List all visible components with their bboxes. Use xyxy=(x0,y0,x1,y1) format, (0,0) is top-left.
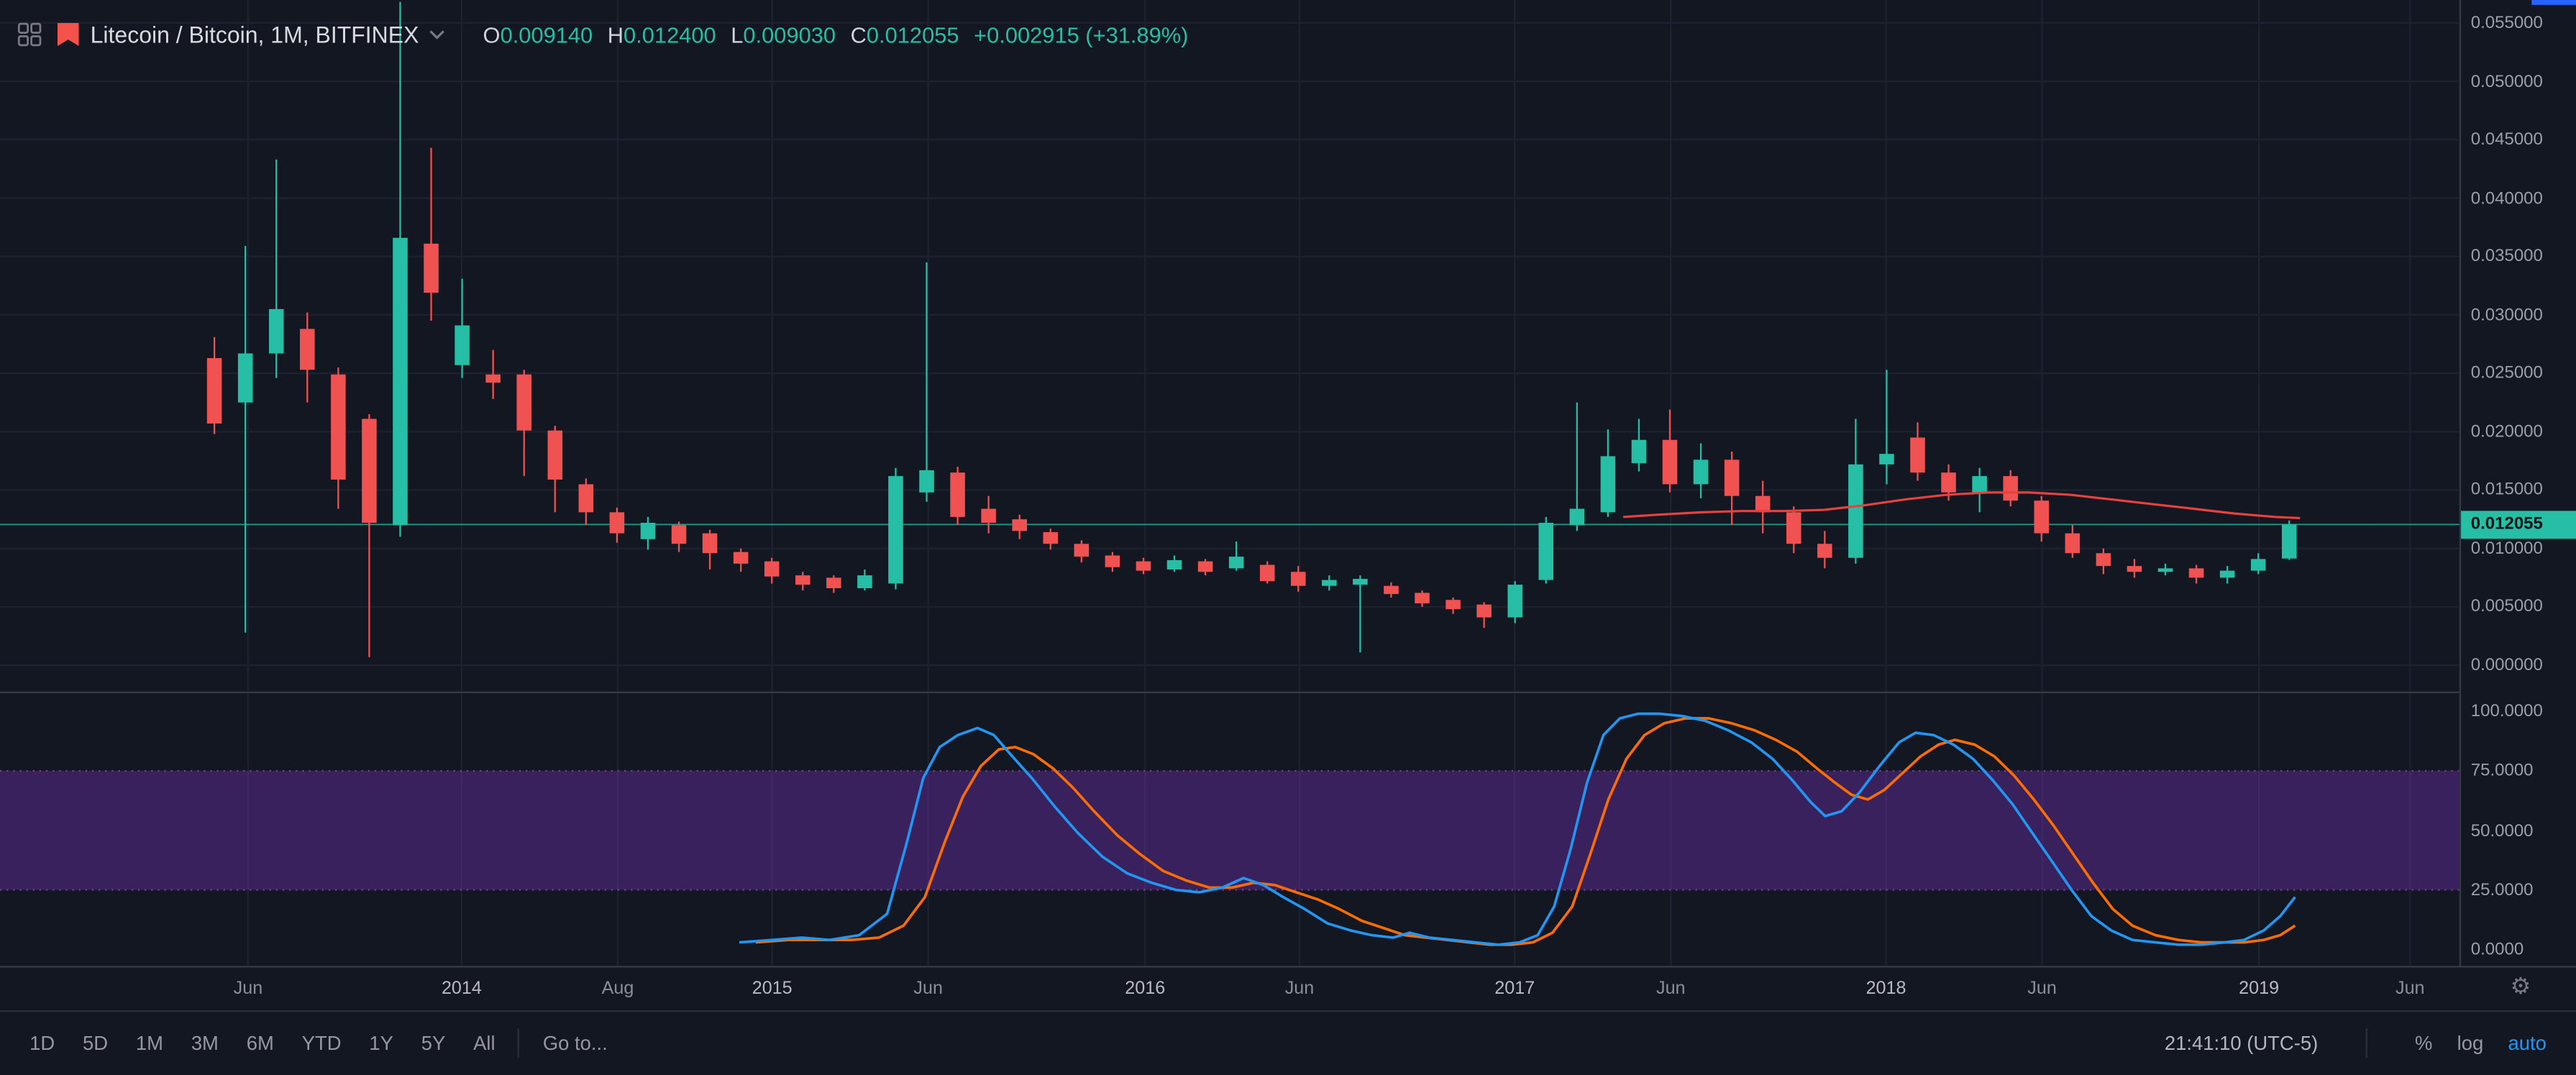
candlestick-series xyxy=(206,1,2297,657)
ohlc-values: O 0.009140 H 0.012400 L 0.009030 C 0.012055 +0.0… xyxy=(468,22,1189,47)
range-button-ytd[interactable]: YTD xyxy=(301,1032,342,1056)
time-axis-label: Aug xyxy=(601,979,634,999)
time-axis-label: Jun xyxy=(2027,979,2057,999)
time-axis-label: Jun xyxy=(1656,979,1686,999)
stoch-axis-label: 50.0000 xyxy=(2470,820,2534,841)
time-axis-label: 2019 xyxy=(2239,979,2280,999)
symbol-title[interactable]: Litecoin / Bitcoin, 1M, BITFINEX xyxy=(90,21,419,48)
symbol-logo-icon xyxy=(57,22,79,46)
range-button-5d[interactable]: 5D xyxy=(83,1032,109,1056)
time-axis-label: 2016 xyxy=(1125,979,1166,999)
price-axis-label: 0.045000 xyxy=(2470,129,2543,150)
time-axis[interactable]: Jun 2014 Aug 2015 Jun 2016 Jun 2017 Jun 2018 Jun 20… xyxy=(0,966,2576,1010)
vertical-gridlines xyxy=(247,691,2411,966)
stoch-axis-label: 25.0000 xyxy=(2470,879,2534,900)
time-axis-label: Jun xyxy=(913,979,943,999)
ohlc-label: C xyxy=(850,22,867,47)
toolbar-divider xyxy=(518,1028,520,1058)
gear-icon[interactable]: ⚙ xyxy=(2510,972,2531,999)
stoch-axis-label: 100.0000 xyxy=(2470,701,2543,721)
ohlc-label: L xyxy=(731,22,744,47)
ohlc-value: 0.012055 xyxy=(866,22,959,47)
price-axis-label: 0.025000 xyxy=(2470,363,2543,383)
price-axis-label: 0.030000 xyxy=(2470,305,2543,325)
toolbar-divider xyxy=(2365,1028,2367,1058)
percent-scale-button[interactable]: % xyxy=(2415,1032,2433,1056)
range-button-1d[interactable]: 1D xyxy=(29,1032,55,1056)
clock-label[interactable]: 21:41:10 (UTC-5) xyxy=(2164,1032,2319,1056)
ohlc-value: 0.009140 xyxy=(500,22,593,47)
ma-line xyxy=(1622,491,2301,520)
auto-scale-button[interactable]: auto xyxy=(2508,1032,2547,1056)
symbol-legend: Litecoin / Bitcoin, 1M, BITFINEX O 0.0091… xyxy=(17,21,1189,48)
price-axis-label: 0.010000 xyxy=(2470,539,2543,559)
time-axis-label: Jun xyxy=(2395,979,2425,999)
range-button-5y[interactable]: 5Y xyxy=(421,1032,446,1056)
vertical-gridlines xyxy=(247,0,2411,692)
price-axis-label: 0.000000 xyxy=(2470,655,2543,675)
price-axis-label: 0.020000 xyxy=(2470,421,2543,442)
range-button-3m[interactable]: 3M xyxy=(191,1032,219,1056)
range-buttons: 1D 5D 1M 3M 6M YTD 1Y 5Y All xyxy=(29,1032,495,1055)
time-axis-label: Jun xyxy=(1284,979,1315,999)
range-button-1m[interactable]: 1M xyxy=(135,1032,163,1056)
stoch-k-line xyxy=(739,712,2296,946)
goto-button[interactable]: Go to... xyxy=(542,1032,608,1056)
price-axis-label: 0.055000 xyxy=(2470,13,2543,33)
price-axis-label: 0.035000 xyxy=(2470,246,2543,267)
range-button-6m[interactable]: 6M xyxy=(246,1032,274,1056)
chevron-down-icon[interactable] xyxy=(429,29,445,40)
time-axis-label: 2018 xyxy=(1865,979,1906,999)
ohlc-value: 0.012400 xyxy=(624,22,716,47)
stochastic-pane-canvas[interactable] xyxy=(0,691,2459,966)
log-scale-button[interactable]: log xyxy=(2457,1032,2484,1056)
toolbar-right-group: 21:41:10 (UTC-5) % log auto xyxy=(2165,1028,2547,1058)
price-axis-label: 0.050000 xyxy=(2470,71,2543,91)
price-axis-label: 0.040000 xyxy=(2470,188,2543,209)
stoch-d-line xyxy=(755,717,2296,946)
last-price-label: 0.012055 xyxy=(2461,510,2576,539)
bottom-toolbar: 1D 5D 1M 3M 6M YTD 1Y 5Y All Go to... 21:41:10 (… xyxy=(0,1010,2576,1075)
time-axis-label: 2017 xyxy=(1494,979,1535,999)
price-axis-label: 0.015000 xyxy=(2470,480,2543,500)
scroll-position-strip xyxy=(2531,0,2576,5)
main-chart-canvas[interactable] xyxy=(0,0,2459,692)
stoch-band xyxy=(0,770,2459,890)
stoch-axis-label: 75.0000 xyxy=(2470,761,2534,781)
time-axis-label: Jun xyxy=(233,979,263,999)
horizontal-gridlines xyxy=(0,22,2459,667)
layout-grid-icon[interactable] xyxy=(17,22,43,48)
price-axis[interactable]: 0.055000 0.050000 0.045000 0.040000 0.035000… xyxy=(2459,0,2576,1010)
ohlc-change: +0.002915 (+31.89%) xyxy=(974,22,1189,47)
price-axis-label: 0.005000 xyxy=(2470,597,2543,617)
range-button-all[interactable]: All xyxy=(473,1032,495,1056)
ohlc-value: 0.009030 xyxy=(743,22,836,47)
pane-separator[interactable] xyxy=(0,691,2576,694)
ohlc-label: H xyxy=(607,22,624,47)
time-axis-label: 2015 xyxy=(752,979,793,999)
range-button-1y[interactable]: 1Y xyxy=(369,1032,393,1056)
ohlc-label: O xyxy=(483,22,501,47)
time-axis-label: 2014 xyxy=(441,979,482,999)
stoch-axis-label: 0.0000 xyxy=(2470,939,2524,960)
